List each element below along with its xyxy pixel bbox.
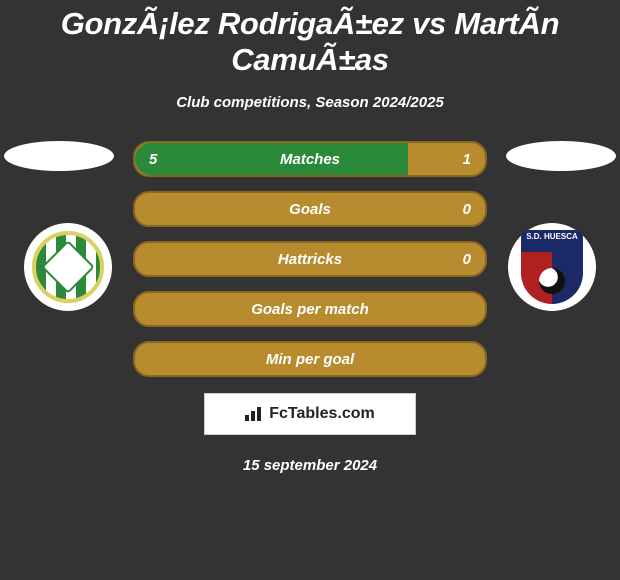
stat-row: Hattricks 0 [133, 241, 487, 277]
player-ellipse-left [4, 141, 114, 171]
stat-row: Goals 0 [133, 191, 487, 227]
stats-rows: S.D. HUESCA 5Matches1Goals0Hattricks0Goa… [0, 141, 620, 377]
shield-icon: S.D. HUESCA [521, 230, 583, 304]
infographic-container: GonzÃ¡lez RodrigaÃ±ez vs MartÃ­n CamuÃ±a… [0, 0, 620, 474]
stat-label: Hattricks [278, 251, 342, 268]
stat-row: Goals per match [133, 291, 487, 327]
stat-label: Min per goal [266, 351, 354, 368]
stat-row: 5 Matches 1 [133, 141, 487, 177]
team-badge-right-inner: S.D. HUESCA [512, 227, 592, 307]
ball-icon [539, 268, 565, 294]
team-badge-left-inner [32, 231, 104, 303]
attribution-box: FcTables.com [204, 393, 416, 435]
stat-right-value: 1 [463, 151, 471, 168]
stat-label: Goals [289, 201, 331, 218]
stat-label: Goals per match [251, 301, 369, 318]
date-text: 15 september 2024 [0, 457, 620, 474]
stat-fill-left [135, 143, 408, 175]
page-title: GonzÃ¡lez RodrigaÃ±ez vs MartÃ­n CamuÃ±a… [0, 0, 620, 78]
stat-right-value: 0 [463, 251, 471, 268]
page-subtitle: Club competitions, Season 2024/2025 [0, 94, 620, 111]
attribution-text: FcTables.com [269, 405, 375, 423]
stat-right-value: 0 [463, 201, 471, 218]
stat-left-value: 5 [149, 151, 157, 168]
team-badge-left [24, 223, 112, 311]
team-badge-right: S.D. HUESCA [508, 223, 596, 311]
player-ellipse-right [506, 141, 616, 171]
shield-text: S.D. HUESCA [521, 230, 583, 253]
stat-row: Min per goal [133, 341, 487, 377]
barchart-icon [245, 407, 263, 421]
team-badge-left-center [41, 240, 95, 294]
stat-label: Matches [280, 151, 340, 168]
